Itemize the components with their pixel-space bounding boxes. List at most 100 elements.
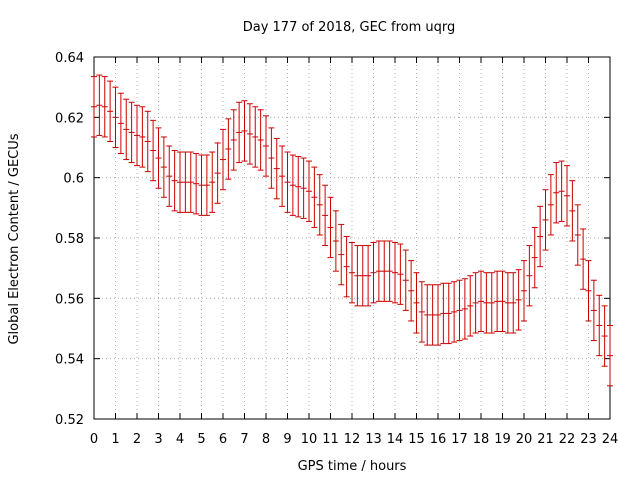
error-bar [386, 240, 393, 302]
chart-title: Day 177 of 2018, GEC from uqrg [243, 20, 456, 35]
error-bar [144, 110, 151, 173]
x-tick-label: 4 [176, 432, 184, 447]
error-bar [166, 145, 173, 207]
y-tick-label: 0.6 [63, 172, 84, 187]
error-bar [322, 184, 329, 247]
x-tick-label: 16 [430, 432, 447, 447]
error-bar [478, 270, 484, 333]
error-bar [134, 104, 140, 167]
error-bar [402, 249, 409, 311]
error-bar [488, 272, 495, 334]
x-tick-label: 23 [580, 432, 597, 447]
error-bar [601, 305, 608, 367]
error-bar [177, 151, 183, 213]
error-bar [214, 142, 221, 204]
error-bar [273, 137, 280, 200]
error-bar [418, 281, 425, 343]
error-bar [316, 174, 323, 236]
error-bar [123, 98, 130, 161]
error-bar [241, 100, 248, 162]
error-bar [101, 76, 108, 138]
error-bar [349, 242, 355, 304]
error-bar [117, 92, 124, 155]
error-bar [483, 272, 490, 334]
error-bar [209, 151, 216, 213]
error-bar [413, 272, 420, 334]
error-bar [284, 151, 291, 213]
error-bar [279, 145, 286, 207]
error-bar [139, 106, 146, 168]
x-tick-label: 2 [133, 432, 141, 447]
error-bar [96, 74, 103, 136]
error-bar [504, 272, 511, 334]
error-bar [451, 281, 458, 343]
x-tick-label: 14 [387, 432, 404, 447]
error-bar [585, 260, 592, 322]
error-bar [160, 136, 167, 198]
error-bar [564, 165, 570, 227]
error-bar [220, 128, 226, 191]
error-bar [311, 166, 318, 228]
error-bar [359, 245, 366, 307]
error-bar [107, 80, 114, 142]
x-tick-label: 17 [451, 432, 468, 447]
error-bar [289, 154, 296, 216]
error-bar [456, 279, 463, 342]
error-bar [193, 153, 200, 215]
error-bar [440, 282, 447, 345]
error-bar [542, 189, 549, 251]
x-tick-label: 5 [197, 432, 205, 447]
error-bar [182, 151, 189, 213]
error-bar [596, 294, 603, 357]
error-bar [203, 154, 210, 216]
x-tick-label: 21 [537, 432, 554, 447]
error-bar [338, 223, 345, 286]
x-tick-label: 15 [408, 432, 425, 447]
y-axis-label: Global Electron Content / GECUs [7, 133, 22, 344]
error-bar [150, 119, 157, 182]
error-bar [580, 228, 587, 290]
x-tick-label: 12 [344, 432, 361, 447]
error-bar [461, 278, 468, 340]
x-tick-label: 11 [322, 432, 339, 447]
error-bar [187, 151, 194, 213]
error-bar [225, 118, 232, 180]
error-bar [547, 174, 554, 236]
error-bar [91, 76, 97, 138]
error-bar [112, 86, 119, 148]
y-tick-label: 0.58 [55, 232, 84, 247]
series-gec [91, 74, 613, 387]
y-tick-label: 0.62 [55, 111, 84, 126]
error-bar [198, 154, 205, 216]
x-tick-label: 10 [301, 432, 318, 447]
error-bar [128, 101, 135, 164]
error-bar [445, 282, 452, 345]
error-bar [375, 240, 382, 302]
error-bar [236, 101, 243, 164]
error-bar [354, 245, 361, 307]
error-bar [537, 205, 544, 268]
error-bar [515, 269, 522, 331]
x-tick-label: 8 [262, 432, 270, 447]
error-bar [558, 160, 565, 222]
y-tick-label: 0.64 [55, 51, 84, 66]
error-bar [569, 180, 576, 242]
error-bar [268, 127, 275, 189]
error-bar [327, 196, 334, 259]
error-bar [370, 242, 377, 304]
y-tick-labels: 0.52 0.54 0.56 0.58 0.6 0.62 0.64 [55, 51, 84, 428]
error-bar [526, 245, 533, 307]
error-bar [553, 162, 560, 224]
x-tick-label: 20 [516, 432, 533, 447]
x-tick-label: 3 [154, 432, 162, 447]
error-bar [607, 324, 613, 387]
error-bar [171, 150, 178, 212]
error-bar [306, 160, 312, 222]
x-tick-label: 7 [240, 432, 248, 447]
error-bar [574, 204, 581, 266]
error-bar [392, 242, 398, 304]
error-bar [424, 284, 431, 346]
error-bar [494, 270, 501, 333]
